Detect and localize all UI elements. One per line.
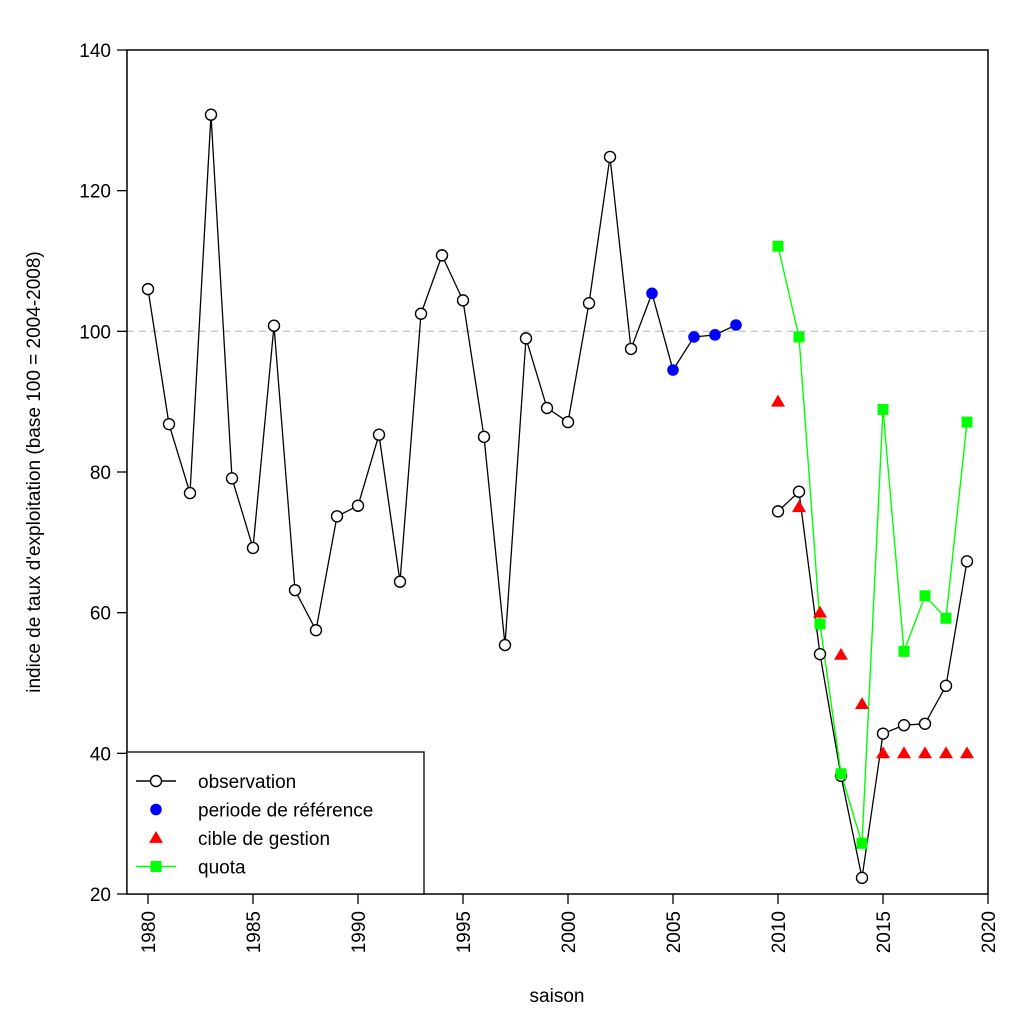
x-tick-label: 1980 [139, 911, 160, 953]
reference-period-point [667, 364, 679, 376]
axes: 1980 1985 1990 1995 2000 2005 2010 2015 20202040… [79, 41, 1000, 953]
reference-period-point [646, 287, 658, 300]
observation-point [792, 485, 806, 498]
x-tick-label: 2010 [769, 911, 790, 953]
quota-point [919, 590, 931, 602]
legend: observation periode de référence cible de … [126, 751, 425, 895]
y-tick-label: 140 [79, 41, 111, 62]
x-tick-label: 1990 [349, 911, 370, 953]
observation-point [498, 638, 512, 652]
observation-point [309, 624, 323, 637]
legend-marker [150, 803, 162, 816]
quota-point [961, 416, 973, 428]
management-target-point [897, 746, 911, 759]
legend-marker [149, 831, 163, 843]
observation-point [393, 575, 407, 588]
observation-point [540, 401, 554, 415]
quota-point [940, 612, 952, 624]
y-tick-label: 100 [79, 322, 111, 343]
management-target-point [771, 394, 785, 407]
reference-period-point [730, 319, 742, 331]
quota-point [898, 645, 910, 657]
observation-line [147, 114, 653, 646]
legend-label: quota [198, 858, 246, 879]
observation-point [435, 249, 449, 262]
management-target-point [939, 746, 953, 759]
observation-point [561, 415, 575, 429]
observation-point [225, 472, 239, 485]
observation-point [855, 871, 869, 885]
legend-item-management-target: cible de gestion [149, 829, 330, 850]
quota-point [856, 837, 868, 849]
observation-point [456, 294, 470, 307]
legend-item-observation: observation [136, 772, 296, 793]
observation-point [939, 679, 953, 693]
management-target-point [960, 746, 974, 759]
observation-point [582, 297, 596, 310]
observation-point [204, 108, 218, 121]
x-tick-label: 1985 [244, 911, 265, 953]
observation-point [519, 332, 533, 345]
observation-point [351, 499, 365, 512]
legend-box [126, 751, 425, 895]
observation-point [771, 505, 785, 518]
x-tick-label: 2015 [874, 911, 895, 953]
legend-label: cible de gestion [198, 829, 330, 850]
observation-point [372, 428, 386, 441]
quota-point [877, 403, 889, 415]
legend-marker [150, 861, 162, 872]
y-axis-label: indice de taux d'exploitation (base 100 … [24, 251, 45, 692]
legend-item-quota: quota [136, 858, 246, 879]
observation-point [288, 583, 302, 597]
quota-point [814, 618, 826, 630]
quota-line [777, 246, 968, 844]
observation-point [477, 430, 491, 444]
observation-line [777, 490, 968, 878]
management-target-point [834, 647, 848, 660]
observation-point [918, 717, 932, 730]
quota-point [772, 240, 784, 252]
y-tick-label: 120 [79, 182, 111, 203]
observation-point [162, 417, 176, 431]
management-target-point [792, 500, 806, 513]
x-tick-label: 2020 [979, 911, 1000, 953]
observation-point [183, 486, 197, 500]
management-target-point [855, 697, 869, 709]
y-tick-label: 80 [90, 463, 111, 484]
y-tick-label: 20 [90, 885, 111, 906]
reference-period-point [709, 329, 721, 341]
legend-marker [149, 774, 163, 788]
legend-label: observation [198, 772, 296, 793]
y-tick-label: 40 [90, 744, 111, 765]
reference-period-point [688, 331, 700, 343]
management-target-point [918, 746, 932, 759]
observation-point [876, 727, 890, 740]
y-tick-label: 60 [90, 604, 111, 625]
quota-point [793, 331, 805, 343]
observation-point [960, 555, 974, 568]
observation-point [624, 342, 638, 356]
series-layer [141, 108, 974, 885]
management-target-point [876, 746, 890, 759]
x-tick-label: 2000 [559, 911, 580, 953]
observation-point [330, 510, 344, 523]
observation-point [141, 282, 155, 296]
x-tick-label: 1995 [454, 911, 475, 953]
legend-label: periode de référence [198, 801, 373, 822]
x-axis-label: saison [530, 986, 585, 1007]
management-target-point [813, 605, 827, 618]
quota-point [835, 768, 847, 780]
observation-point [813, 647, 827, 661]
observation-point [267, 319, 281, 332]
observation-point [603, 150, 617, 164]
observation-point [897, 719, 911, 732]
x-tick-label: 2005 [664, 911, 685, 953]
plot-frame [126, 49, 989, 895]
legend-item-reference-period: periode de référence [150, 801, 373, 822]
observation-point [414, 307, 428, 320]
observation-point [246, 541, 260, 555]
